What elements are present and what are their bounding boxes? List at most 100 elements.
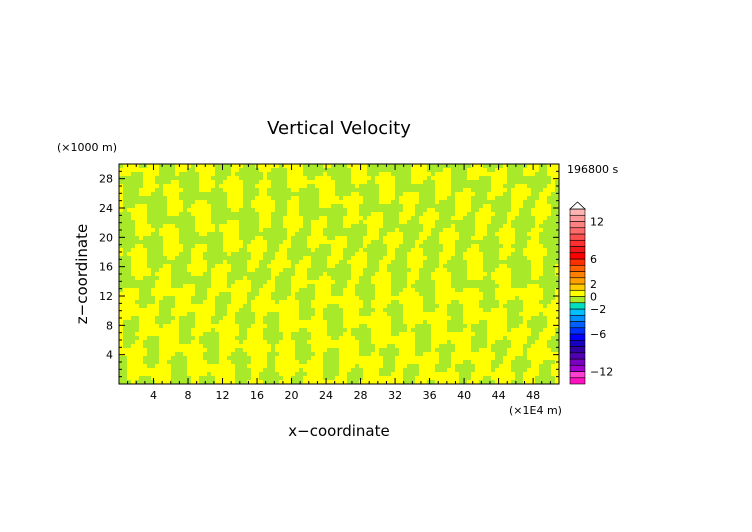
heatmap-cell xyxy=(239,164,243,168)
heatmap-cell xyxy=(375,348,379,352)
heatmap-cell xyxy=(507,356,511,360)
heatmap-cell xyxy=(455,296,459,300)
heatmap-cell xyxy=(487,364,491,368)
x-unit-label: (×1E4 m) xyxy=(509,404,562,417)
heatmap-cell xyxy=(235,244,239,248)
heatmap-cell xyxy=(499,264,503,268)
heatmap-cell xyxy=(491,324,495,328)
heatmap-cell xyxy=(359,180,363,184)
heatmap-cell xyxy=(267,304,271,308)
heatmap-cell xyxy=(551,332,555,336)
heatmap-cell xyxy=(323,284,327,288)
heatmap-cell xyxy=(255,240,259,244)
heatmap-cell xyxy=(151,328,155,332)
heatmap-cell xyxy=(423,256,427,260)
heatmap-cell xyxy=(451,368,455,372)
heatmap-cell xyxy=(167,280,171,284)
heatmap-cell xyxy=(503,296,507,300)
heatmap-cell xyxy=(287,376,291,380)
y-unit-label: (×1000 m) xyxy=(57,141,117,154)
heatmap-cell xyxy=(271,304,275,308)
heatmap-cell xyxy=(479,236,483,240)
heatmap-cell xyxy=(203,168,207,172)
heatmap-cell xyxy=(171,204,175,208)
heatmap-cell xyxy=(531,208,535,212)
heatmap-cell xyxy=(343,332,347,336)
heatmap-cell xyxy=(427,320,431,324)
heatmap-cell xyxy=(343,240,347,244)
heatmap-cell xyxy=(359,264,363,268)
heatmap-cell xyxy=(259,236,263,240)
heatmap-cell xyxy=(511,332,515,336)
heatmap-cell xyxy=(195,260,199,264)
heatmap-cell xyxy=(371,328,375,332)
heatmap-cell xyxy=(411,292,415,296)
heatmap-cell xyxy=(439,276,443,280)
heatmap-cell xyxy=(439,300,443,304)
heatmap-cell xyxy=(323,200,327,204)
heatmap-cell xyxy=(163,328,167,332)
heatmap-cell xyxy=(163,240,167,244)
heatmap-cell xyxy=(467,340,471,344)
heatmap-cell xyxy=(499,252,503,256)
heatmap-cell xyxy=(515,204,519,208)
heatmap-cell xyxy=(327,296,331,300)
heatmap-cell xyxy=(547,336,551,340)
heatmap-cell xyxy=(279,244,283,248)
heatmap-cell xyxy=(151,316,155,320)
heatmap-cell xyxy=(143,248,147,252)
heatmap-cell xyxy=(415,308,419,312)
heatmap-cell xyxy=(223,340,227,344)
heatmap-cell xyxy=(203,208,207,212)
heatmap-cell xyxy=(435,280,439,284)
heatmap-cell xyxy=(271,204,275,208)
heatmap-cell xyxy=(531,272,535,276)
heatmap-cell xyxy=(255,364,259,368)
heatmap-cell xyxy=(419,256,423,260)
heatmap-cell xyxy=(295,304,299,308)
heatmap-cell xyxy=(267,200,271,204)
heatmap-cell xyxy=(415,296,419,300)
heatmap-cell xyxy=(283,332,287,336)
heatmap-cell xyxy=(155,300,159,304)
heatmap-cell xyxy=(539,360,543,364)
heatmap-cell xyxy=(319,368,323,372)
heatmap-cell xyxy=(259,360,263,364)
heatmap-cell xyxy=(143,224,147,228)
heatmap-cell xyxy=(443,240,447,244)
heatmap-cell xyxy=(283,324,287,328)
heatmap-cell xyxy=(323,220,327,224)
heatmap-cell xyxy=(131,352,135,356)
heatmap-cell xyxy=(319,276,323,280)
heatmap-cell xyxy=(291,176,295,180)
heatmap-cell xyxy=(215,328,219,332)
heatmap-cell xyxy=(503,236,507,240)
heatmap-cell xyxy=(223,236,227,240)
heatmap-cell xyxy=(223,336,227,340)
heatmap-cell xyxy=(155,172,159,176)
heatmap-cell xyxy=(295,368,299,372)
heatmap-cell xyxy=(527,172,531,176)
heatmap-cell xyxy=(131,168,135,172)
heatmap-cell xyxy=(159,288,163,292)
heatmap-cell xyxy=(311,316,315,320)
heatmap-cell xyxy=(211,324,215,328)
heatmap-cell xyxy=(351,192,355,196)
heatmap-cell xyxy=(383,268,387,272)
heatmap-cell xyxy=(395,368,399,372)
heatmap-cell xyxy=(151,176,155,180)
heatmap-cell xyxy=(251,244,255,248)
heatmap-cell xyxy=(295,288,299,292)
heatmap-cell xyxy=(283,304,287,308)
heatmap-cell xyxy=(399,296,403,300)
heatmap-cell xyxy=(139,308,143,312)
heatmap-cell xyxy=(419,216,423,220)
heatmap-cell xyxy=(399,236,403,240)
heatmap-cell xyxy=(539,200,543,204)
heatmap-cell xyxy=(255,356,259,360)
heatmap-cell xyxy=(467,320,471,324)
heatmap-cell xyxy=(327,176,331,180)
heatmap-cell xyxy=(499,188,503,192)
heatmap-cell xyxy=(159,372,163,376)
heatmap-cell xyxy=(403,316,407,320)
